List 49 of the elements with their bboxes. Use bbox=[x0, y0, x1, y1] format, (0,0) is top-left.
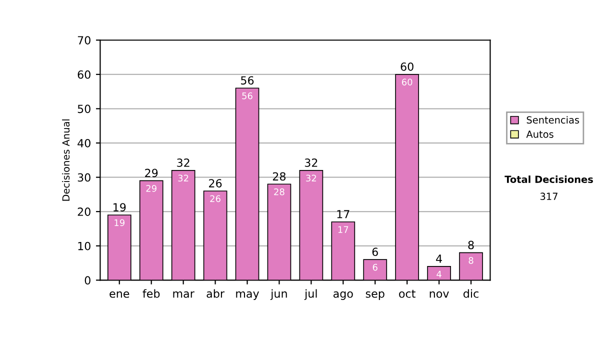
total-label: 56 bbox=[241, 76, 254, 85]
data-label: 29 bbox=[146, 184, 156, 192]
x-tick-label: abr bbox=[206, 289, 224, 298]
data-label: 56 bbox=[242, 92, 252, 100]
data-label: 6 bbox=[372, 264, 378, 271]
data-label: 32 bbox=[306, 174, 316, 182]
total-label: 17 bbox=[337, 210, 350, 218]
total-label: 28 bbox=[272, 172, 286, 181]
y-tick-label: 10 bbox=[78, 242, 90, 250]
x-tick-label: mar bbox=[173, 291, 194, 298]
total-label: 29 bbox=[145, 168, 158, 178]
y-tick-label: 0 bbox=[84, 276, 90, 285]
total-label: 26 bbox=[209, 179, 222, 188]
total-label: 6 bbox=[372, 248, 378, 256]
total-label: 19 bbox=[114, 203, 126, 212]
data-label: 4 bbox=[436, 270, 442, 278]
data-label: 60 bbox=[402, 78, 412, 86]
y-axis-title: Decisiones Anual bbox=[62, 119, 70, 201]
total-label: 32 bbox=[177, 158, 190, 167]
x-tick-label: may bbox=[236, 291, 260, 300]
total-label: 60 bbox=[400, 62, 414, 71]
y-tick-label: 60 bbox=[78, 70, 90, 79]
x-tick-label: sep bbox=[366, 291, 384, 300]
x-tick-label: dic bbox=[464, 289, 478, 298]
data-label: 8 bbox=[468, 257, 474, 264]
x-tick-label: ago bbox=[333, 291, 353, 300]
x-tick-label: jul bbox=[304, 289, 317, 300]
total-label: 4 bbox=[436, 254, 442, 263]
y-tick-label: 40 bbox=[78, 138, 90, 148]
x-tick-label: oct bbox=[399, 290, 416, 298]
text: Total Decisiones bbox=[504, 175, 593, 184]
data-label: 17 bbox=[338, 226, 348, 233]
x-tick-label: feb bbox=[142, 289, 160, 298]
legend-label: Sentencias bbox=[526, 116, 580, 124]
total-label: 32 bbox=[304, 158, 318, 167]
y-tick-label: 30 bbox=[78, 173, 90, 182]
y-tick-label: 70 bbox=[78, 36, 90, 44]
y-tick-label: 50 bbox=[78, 104, 90, 114]
x-tick-label: ene bbox=[110, 291, 130, 298]
data-label: 32 bbox=[178, 174, 188, 182]
total-label: 8 bbox=[468, 240, 474, 250]
x-tick-label: jun bbox=[270, 289, 287, 300]
x-tick-label: nov bbox=[430, 291, 449, 298]
data-label: 26 bbox=[210, 195, 220, 202]
legend-label: Autos bbox=[526, 130, 554, 138]
y-tick-label: 20 bbox=[78, 208, 90, 216]
data-label: 19 bbox=[114, 219, 124, 226]
data-label: 28 bbox=[274, 188, 284, 196]
text: 317 bbox=[540, 192, 558, 200]
